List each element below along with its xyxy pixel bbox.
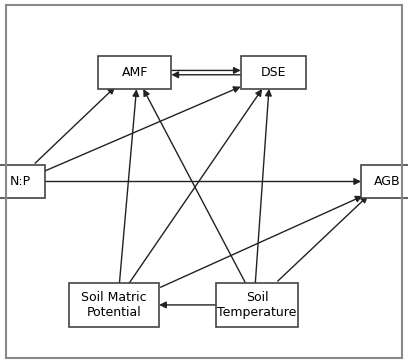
- FancyArrowPatch shape: [45, 87, 239, 171]
- FancyBboxPatch shape: [216, 283, 298, 327]
- Text: DSE: DSE: [261, 66, 286, 79]
- FancyArrowPatch shape: [171, 68, 239, 73]
- FancyArrowPatch shape: [173, 72, 241, 78]
- FancyBboxPatch shape: [69, 283, 159, 327]
- FancyArrowPatch shape: [35, 88, 114, 163]
- FancyBboxPatch shape: [361, 165, 408, 198]
- Text: AMF: AMF: [122, 66, 148, 79]
- FancyArrowPatch shape: [255, 90, 271, 283]
- Text: AGB: AGB: [374, 175, 401, 188]
- FancyArrowPatch shape: [144, 90, 246, 283]
- FancyArrowPatch shape: [161, 302, 216, 308]
- FancyArrowPatch shape: [129, 90, 261, 283]
- FancyBboxPatch shape: [98, 56, 171, 89]
- FancyArrowPatch shape: [161, 196, 361, 287]
- FancyArrowPatch shape: [45, 179, 359, 184]
- Text: N:P: N:P: [10, 175, 31, 188]
- Text: Soil Matric
Potential: Soil Matric Potential: [82, 291, 147, 319]
- FancyBboxPatch shape: [241, 56, 306, 89]
- FancyBboxPatch shape: [0, 165, 45, 198]
- Text: Soil
Temperature: Soil Temperature: [217, 291, 297, 319]
- FancyArrowPatch shape: [278, 197, 367, 281]
- FancyArrowPatch shape: [120, 91, 139, 284]
